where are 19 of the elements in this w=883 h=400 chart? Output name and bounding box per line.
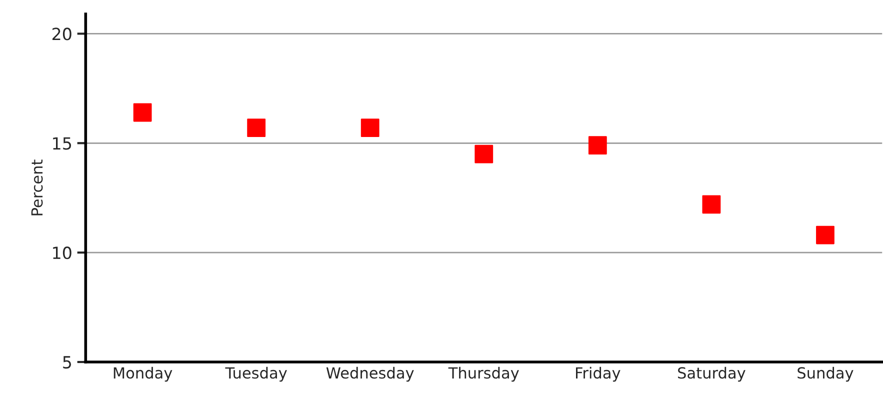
y-tick-label: 20 bbox=[52, 28, 72, 40]
point bbox=[588, 136, 607, 155]
y-tick-label: 10 bbox=[53, 246, 72, 260]
x-tick-label: Tuesday bbox=[225, 366, 287, 382]
x-tick-label: Monday bbox=[114, 366, 172, 382]
x-tick-label: Saturday bbox=[678, 366, 746, 382]
point bbox=[702, 195, 721, 214]
x-tick-label: Wednesday bbox=[326, 366, 414, 382]
y-axis-title: Percent bbox=[31, 160, 43, 216]
x-tick-label: Friday bbox=[576, 366, 620, 382]
point bbox=[360, 118, 380, 138]
y-tick-label: 5 bbox=[63, 356, 71, 369]
x-tick-label: Thursday bbox=[448, 366, 519, 382]
point bbox=[816, 226, 834, 244]
point bbox=[474, 144, 494, 164]
point bbox=[247, 118, 266, 138]
x-tick-label: Sunday bbox=[798, 366, 854, 382]
y-tick-label: 15 bbox=[53, 137, 71, 150]
point bbox=[133, 103, 152, 122]
